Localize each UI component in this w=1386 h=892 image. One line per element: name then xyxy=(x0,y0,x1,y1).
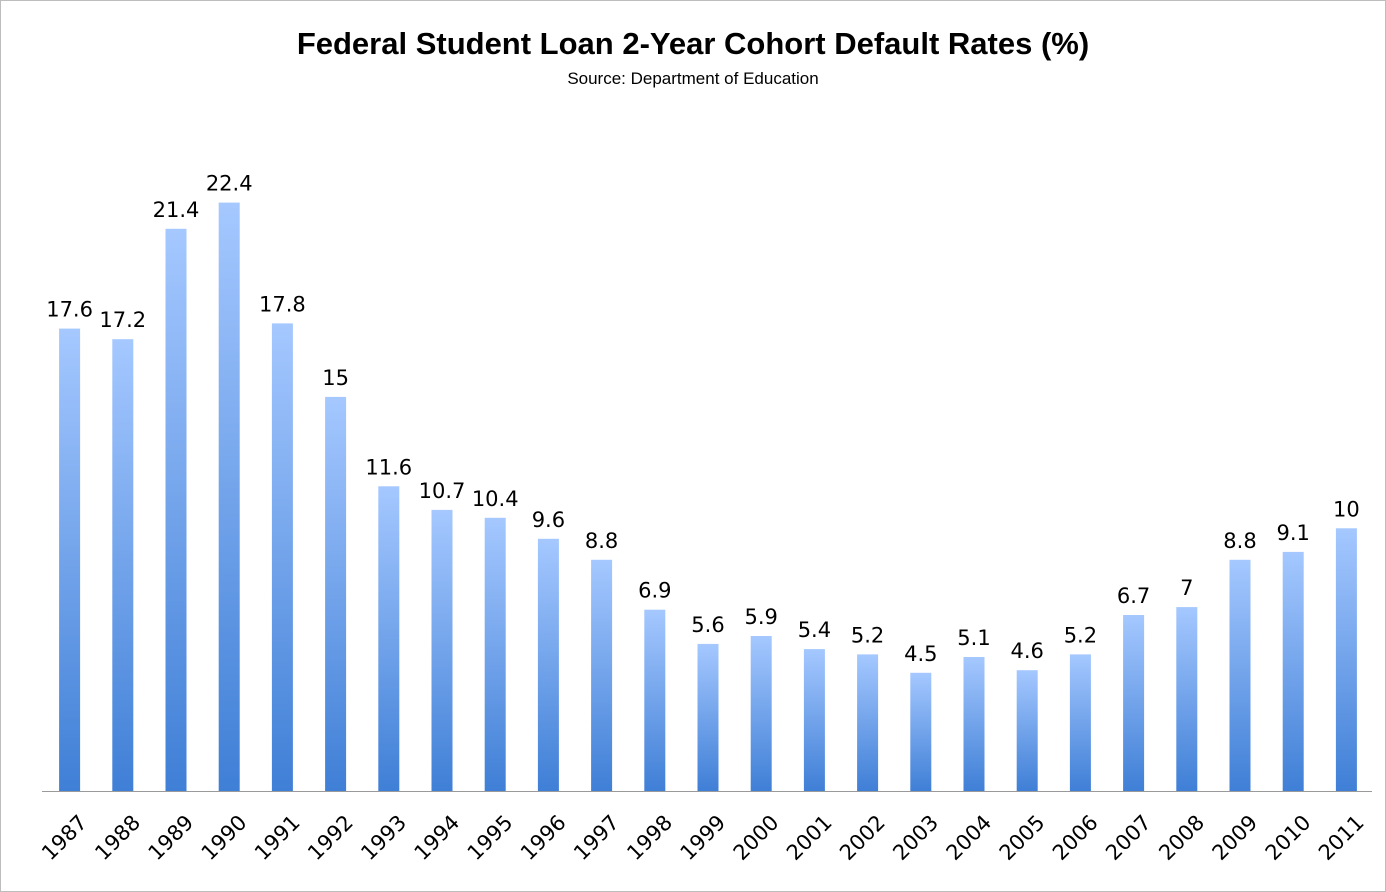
value-label-1993: 11.6 xyxy=(365,455,412,479)
bar-2010 xyxy=(1282,551,1304,791)
bar-1991 xyxy=(271,323,293,791)
bar-1994 xyxy=(431,509,453,791)
bar-2011 xyxy=(1335,528,1357,791)
bar-2009 xyxy=(1229,559,1251,791)
value-label-2008: 7 xyxy=(1180,576,1193,600)
value-label-2007: 6.7 xyxy=(1117,584,1150,608)
x-tick-label-2003: 2003 xyxy=(888,810,943,865)
value-label-1990: 22.4 xyxy=(206,172,253,196)
x-tick-label-2001: 2001 xyxy=(782,810,837,865)
value-label-2011: 10 xyxy=(1333,497,1360,521)
value-label-2003: 4.5 xyxy=(904,642,937,666)
x-tick-label-2010: 2010 xyxy=(1261,810,1316,865)
bar-1992 xyxy=(325,396,347,791)
bar-2005 xyxy=(1016,670,1038,791)
bars-group xyxy=(59,202,1357,792)
value-label-2000: 5.9 xyxy=(744,605,777,629)
value-label-1994: 10.7 xyxy=(419,479,466,503)
value-label-2010: 9.1 xyxy=(1276,521,1309,545)
bar-1998 xyxy=(644,609,666,791)
x-tick-label-1993: 1993 xyxy=(356,810,411,865)
value-label-2004: 5.1 xyxy=(957,626,990,650)
value-label-1987: 17.6 xyxy=(46,298,93,322)
bar-2000 xyxy=(750,636,772,791)
bar-1999 xyxy=(697,643,719,791)
bar-2002 xyxy=(857,654,879,791)
x-tick-labels-group: 1987198819891990199119921993199419951996… xyxy=(37,810,1369,865)
bar-1987 xyxy=(59,328,81,791)
value-label-1988: 17.2 xyxy=(99,308,146,332)
value-label-1989: 21.4 xyxy=(153,198,200,222)
bar-2003 xyxy=(910,672,932,791)
bar-1988 xyxy=(112,339,134,791)
value-label-1991: 17.8 xyxy=(259,292,306,316)
bar-2001 xyxy=(803,649,825,791)
value-label-1997: 8.8 xyxy=(585,529,618,553)
bar-1993 xyxy=(378,486,400,791)
chart-subtitle: Source: Department of Education xyxy=(567,69,819,88)
value-label-1999: 5.6 xyxy=(691,613,724,637)
x-tick-label-1990: 1990 xyxy=(197,810,252,865)
bar-1997 xyxy=(591,559,613,791)
bar-2007 xyxy=(1123,615,1145,791)
value-label-1992: 15 xyxy=(322,366,349,390)
x-tick-label-1987: 1987 xyxy=(37,810,92,865)
value-labels-group: 17.6 17.2 21.422.4 17.8 15 11.6 10.7 10.4 9.6 8.8… xyxy=(46,172,1360,666)
x-tick-label-2006: 2006 xyxy=(1048,810,1103,865)
value-label-2002: 5.2 xyxy=(851,623,884,647)
x-tick-label-1995: 1995 xyxy=(463,810,518,865)
x-tick-label-2011: 2011 xyxy=(1314,810,1369,865)
value-label-2006: 5.2 xyxy=(1064,623,1097,647)
value-label-2005: 4.6 xyxy=(1010,639,1043,663)
x-tick-label-1989: 1989 xyxy=(144,810,199,865)
value-label-2001: 5.4 xyxy=(798,618,831,642)
value-label-1996: 9.6 xyxy=(532,508,565,532)
x-tick-label-1991: 1991 xyxy=(250,810,305,865)
bar-2006 xyxy=(1069,654,1091,791)
bar-2004 xyxy=(963,657,985,791)
x-tick-label-2008: 2008 xyxy=(1154,810,1209,865)
bar-1989 xyxy=(165,228,187,792)
x-tick-label-2009: 2009 xyxy=(1208,810,1263,865)
x-tick-label-1996: 1996 xyxy=(516,810,571,865)
x-tick-label-1994: 1994 xyxy=(410,810,465,865)
bar-1990 xyxy=(218,202,240,792)
x-tick-label-1992: 1992 xyxy=(303,810,358,865)
x-tick-label-2005: 2005 xyxy=(995,810,1050,865)
x-tick-label-1999: 1999 xyxy=(676,810,731,865)
x-tick-label-2007: 2007 xyxy=(1101,810,1156,865)
x-tick-label-1998: 1998 xyxy=(622,810,677,865)
x-tick-label-2002: 2002 xyxy=(835,810,890,865)
value-label-1998: 6.9 xyxy=(638,579,671,603)
chart-title: Federal Student Loan 2-Year Cohort Defau… xyxy=(296,26,1090,61)
x-tick-label-2004: 2004 xyxy=(942,810,997,865)
x-tick-label-1997: 1997 xyxy=(569,810,624,865)
value-label-2009: 8.8 xyxy=(1223,529,1256,553)
value-label-1995: 10.4 xyxy=(472,487,519,511)
x-tick-label-1988: 1988 xyxy=(90,810,145,865)
bar-2008 xyxy=(1176,607,1198,791)
bar-1996 xyxy=(537,538,559,791)
x-tick-label-2000: 2000 xyxy=(729,810,784,865)
bar-1995 xyxy=(484,517,506,791)
